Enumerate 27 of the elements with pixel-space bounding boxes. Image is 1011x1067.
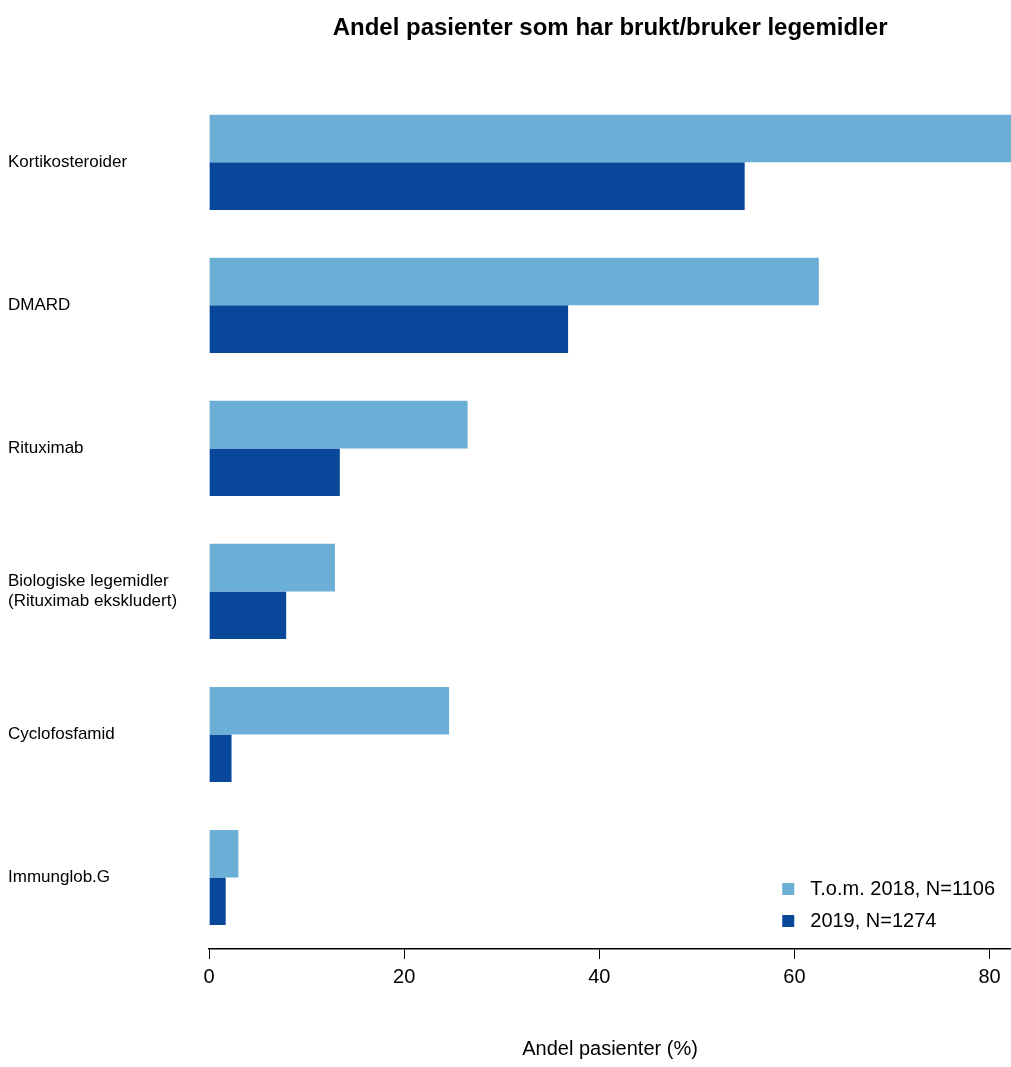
x-tick-label: 20 — [393, 964, 416, 987]
legend-label: T.o.m. 2018, N=1106 — [810, 876, 995, 899]
bar — [209, 591, 287, 639]
x-tick-label: 80 — [978, 964, 1001, 987]
x-tick-label: 0 — [203, 964, 215, 987]
bar — [209, 162, 745, 210]
y-tick-label: Cyclofosfamid — [8, 724, 115, 744]
bar — [209, 877, 226, 926]
bar — [209, 114, 1011, 163]
bar — [209, 400, 468, 449]
y-tick-label: Immunglob.G — [8, 867, 111, 887]
x-axis-title: Andel pasienter (%) — [522, 1036, 698, 1059]
chart-title: Andel pasienter som har brukt/bruker legemidler — [332, 13, 888, 41]
legend-label: 2019, N=1274 — [810, 908, 937, 931]
bar — [209, 257, 819, 306]
y-tick-label: Kortikosteroider — [8, 152, 128, 171]
y-tick-label: Biologiske legemidler (Rituximab ekskludert) — [8, 570, 178, 611]
x-tick-label: 40 — [588, 964, 611, 987]
x-tick-label: 60 — [783, 964, 806, 987]
bar — [209, 543, 335, 592]
y-tick-label: DMARD — [8, 295, 71, 315]
bar — [209, 686, 450, 735]
bar — [209, 305, 569, 353]
bar — [209, 448, 340, 496]
bar — [209, 734, 232, 783]
y-tick-label: Rituximab — [8, 438, 84, 458]
bar — [209, 829, 239, 878]
